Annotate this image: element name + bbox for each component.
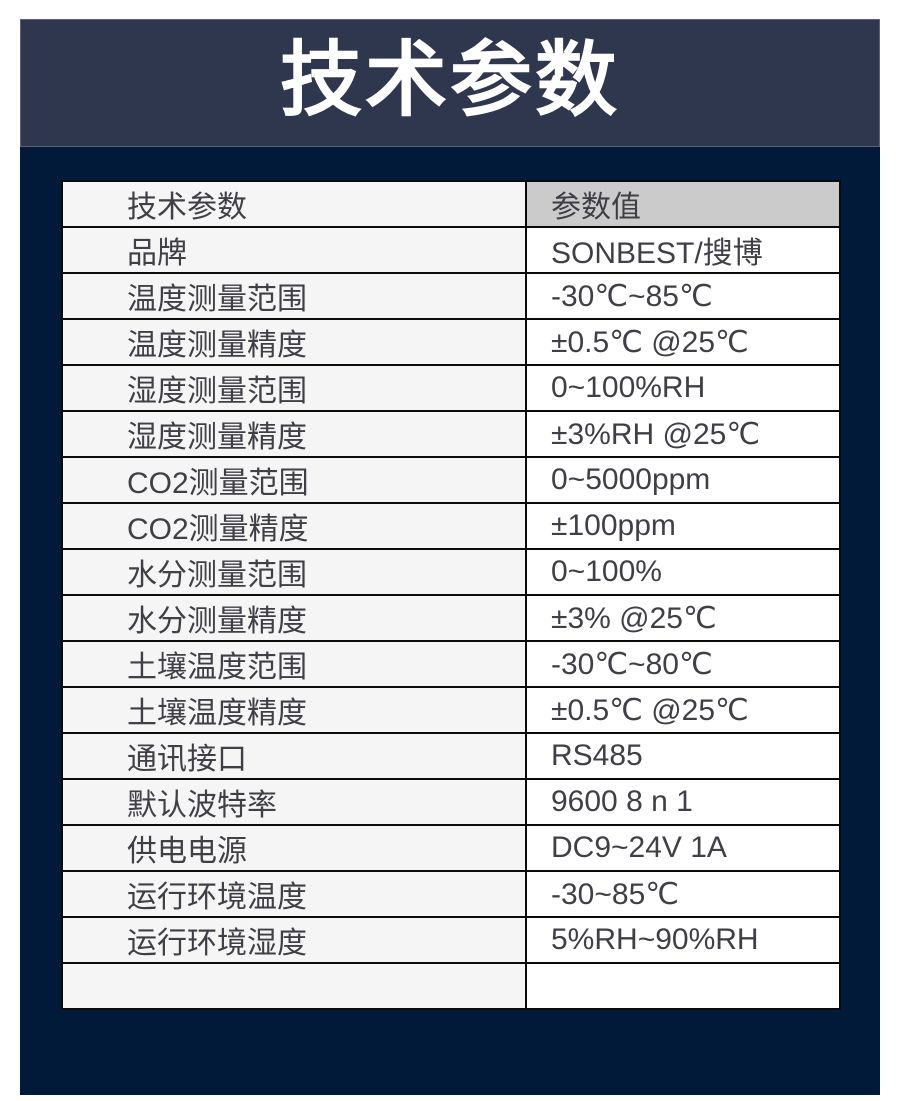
param-name-cell: CO2测量精度 (61, 502, 527, 550)
title-banner: 技术参数 (20, 19, 880, 147)
param-name-cell: 湿度测量精度 (61, 410, 527, 458)
table-row: 湿度测量精度 ±3%RH @25℃ (61, 410, 841, 458)
param-name-cell: 默认波特率 (61, 778, 527, 826)
param-name-cell: 供电电源 (61, 824, 527, 872)
param-name-cell: 水分测量精度 (61, 594, 527, 642)
table-row: 温度测量精度 ±0.5℃ @25℃ (61, 318, 841, 366)
param-value-cell: ±0.5℃ @25℃ (525, 686, 841, 734)
param-value-cell: ±3%RH @25℃ (525, 410, 841, 458)
table-row: CO2测量范围 0~5000ppm (61, 456, 841, 504)
table-row: 水分测量范围 0~100% (61, 548, 841, 596)
param-value-cell: ±3% @25℃ (525, 594, 841, 642)
param-name-cell: 土壤温度范围 (61, 640, 527, 688)
param-name-cell: CO2测量范围 (61, 456, 527, 504)
param-value-cell (525, 962, 841, 1010)
param-value-cell: -30℃~80℃ (525, 640, 841, 688)
header-row: 技术参数 参数值 (61, 180, 841, 228)
table-row: 温度测量范围 -30℃~85℃ (61, 272, 841, 320)
param-name-cell: 通讯接口 (61, 732, 527, 780)
column-header-value: 参数值 (525, 180, 841, 228)
param-value-cell: 5%RH~90%RH (525, 916, 841, 964)
param-name-cell: 湿度测量范围 (61, 364, 527, 412)
table-row: 通讯接口 RS485 (61, 732, 841, 780)
table-row: 土壤温度范围 -30℃~80℃ (61, 640, 841, 688)
param-value-cell: 9600 8 n 1 (525, 778, 841, 826)
page-title: 技术参数 (279, 35, 620, 126)
param-name-cell: 运行环境湿度 (61, 916, 527, 964)
param-name-cell: 水分测量范围 (61, 548, 527, 596)
table-row: 湿度测量范围 0~100%RH (61, 364, 841, 412)
param-value-cell: ±100ppm (525, 502, 841, 550)
param-value-cell: 0~100%RH (525, 364, 841, 412)
column-header-parameter: 技术参数 (61, 180, 527, 228)
param-value-cell: RS485 (525, 732, 841, 780)
table-row: 供电电源 DC9~24V 1A (61, 824, 841, 872)
param-value-cell: 0~100% (525, 548, 841, 596)
param-value-cell: -30℃~85℃ (525, 272, 841, 320)
param-name-cell: 土壤温度精度 (61, 686, 527, 734)
spec-table: 技术参数 参数值 品牌 SONBEST/搜博 温度测量范围 -30℃~85℃ 温度测量精… (61, 180, 841, 1010)
table-row: 品牌 SONBEST/搜博 (61, 226, 841, 274)
param-value-cell: SONBEST/搜博 (525, 226, 841, 274)
param-value-cell: -30~85℃ (525, 870, 841, 918)
table-row: 土壤温度精度 ±0.5℃ @25℃ (61, 686, 841, 734)
param-name-cell (61, 962, 527, 1010)
table-row: 运行环境温度 -30~85℃ (61, 870, 841, 918)
param-value-cell: DC9~24V 1A (525, 824, 841, 872)
table-row: 水分测量精度 ±3% @25℃ (61, 594, 841, 642)
table-row: 运行环境湿度 5%RH~90%RH (61, 916, 841, 964)
table-row: CO2测量精度 ±100ppm (61, 502, 841, 550)
param-name-cell: 品牌 (61, 226, 527, 274)
param-name-cell: 运行环境温度 (61, 870, 527, 918)
param-value-cell: 0~5000ppm (525, 456, 841, 504)
table-row: 默认波特率 9600 8 n 1 (61, 778, 841, 826)
table-row (61, 962, 841, 1010)
param-value-cell: ±0.5℃ @25℃ (525, 318, 841, 366)
param-name-cell: 温度测量范围 (61, 272, 527, 320)
param-name-cell: 温度测量精度 (61, 318, 527, 366)
